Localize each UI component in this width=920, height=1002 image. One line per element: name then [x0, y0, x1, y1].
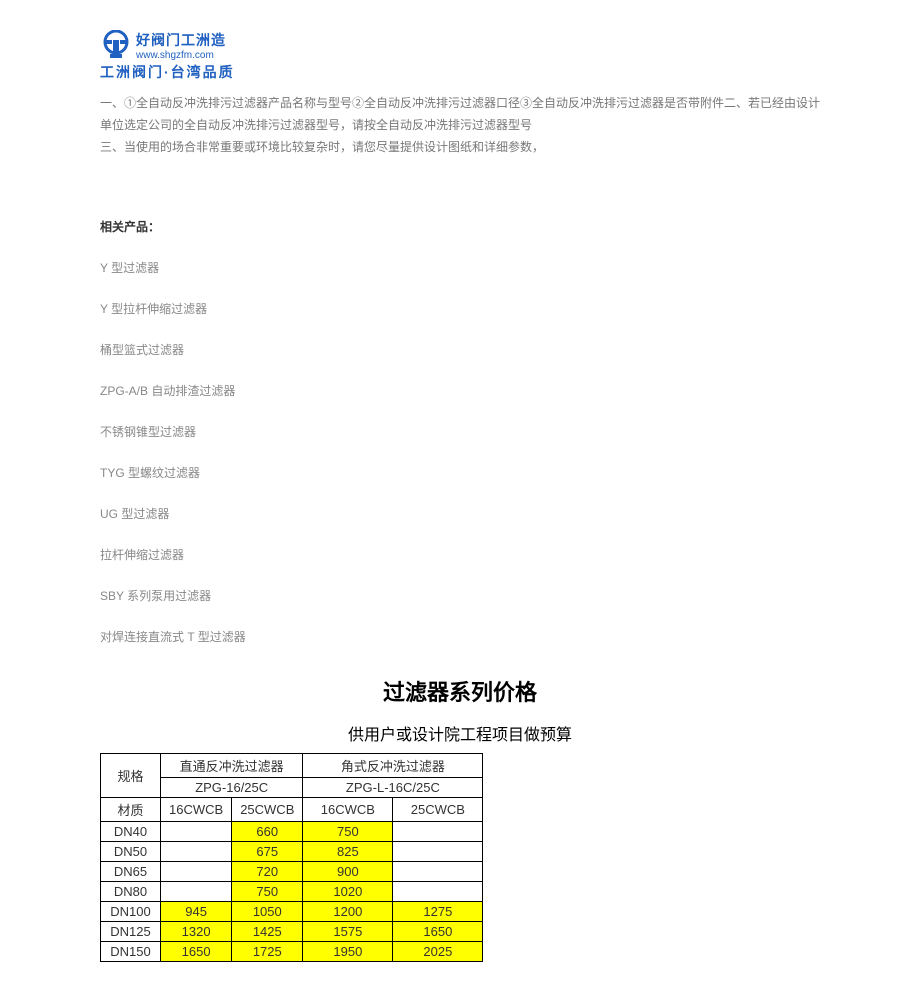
cell-value — [393, 882, 483, 902]
cell-value: 750 — [303, 822, 393, 842]
cell-spec: DN40 — [101, 822, 161, 842]
product-item: Y 型过滤器 — [100, 259, 820, 276]
cell-value: 1650 — [161, 942, 232, 962]
table-row: DN80 7501020 — [101, 882, 483, 902]
cell-value: 660 — [232, 822, 303, 842]
table-row: DN1251320142515751650 — [101, 922, 483, 942]
cell-spec: DN50 — [101, 842, 161, 862]
header-mat-2: 25CWCB — [232, 798, 303, 822]
table-header-row-3: 材质 16CWCB 25CWCB 16CWCB 25CWCB — [101, 798, 483, 822]
product-item: ZPG-A/B 自动排渣过滤器 — [100, 382, 820, 399]
cell-value: 720 — [232, 862, 303, 882]
product-list: Y 型过滤器 Y 型拉杆伸缩过滤器 桶型篮式过滤器 ZPG-A/B 自动排渣过滤… — [100, 259, 820, 645]
header-mat-4: 25CWCB — [393, 798, 483, 822]
price-subtitle: 供用户或设计院工程项目做预算 — [100, 721, 820, 745]
logo-brand-line: 工洲阀门·台湾品质 — [100, 62, 820, 82]
cell-spec: DN125 — [101, 922, 161, 942]
header-mat-1: 16CWCB — [161, 798, 232, 822]
product-item: Y 型拉杆伸缩过滤器 — [100, 300, 820, 317]
cell-value: 945 — [161, 902, 232, 922]
intro-line-1: 一、①全自动反冲洗排污过滤器产品名称与型号②全自动反冲洗排污过滤器口径③全自动反… — [100, 92, 820, 136]
table-row: DN40 660750 — [101, 822, 483, 842]
cell-spec: DN100 — [101, 902, 161, 922]
logo-text-block: 好阀门工洲造 www.shgzfm.com — [136, 30, 226, 61]
cell-value — [161, 822, 232, 842]
header-model-2: ZPG-L-16C/25C — [303, 778, 483, 798]
cell-value: 825 — [303, 842, 393, 862]
table-body: DN40660750DN50675825DN65720900DN80750102… — [101, 822, 483, 962]
cell-value: 2025 — [393, 942, 483, 962]
cell-spec: DN150 — [101, 942, 161, 962]
product-item: 对焊连接直流式 T 型过滤器 — [100, 628, 820, 645]
header-group-2: 角式反冲洗过滤器 — [303, 754, 483, 778]
table-row: DN50 675825 — [101, 842, 483, 862]
cell-value — [393, 862, 483, 882]
product-item: 桶型篮式过滤器 — [100, 341, 820, 358]
table-row: DN1501650172519502025 — [101, 942, 483, 962]
cell-value: 1575 — [303, 922, 393, 942]
cell-value: 1950 — [303, 942, 393, 962]
cell-value: 1275 — [393, 902, 483, 922]
cell-value: 1020 — [303, 882, 393, 902]
product-item: 拉杆伸缩过滤器 — [100, 546, 820, 563]
logo-slogan: 好阀门工洲造 — [136, 30, 226, 50]
product-item: SBY 系列泵用过滤器 — [100, 587, 820, 604]
cell-value: 1650 — [393, 922, 483, 942]
header-mat-3: 16CWCB — [303, 798, 393, 822]
cell-value: 1425 — [232, 922, 303, 942]
cell-value: 1050 — [232, 902, 303, 922]
logo-section: 好阀门工洲造 www.shgzfm.com 工洲阀门·台湾品质 — [100, 30, 820, 82]
logo-url: www.shgzfm.com — [136, 50, 226, 61]
cell-value: 900 — [303, 862, 393, 882]
product-item: 不锈钢锥型过滤器 — [100, 423, 820, 440]
intro-line-2: 三、当使用的场合非常重要或环境比较复杂时，请您尽量提供设计图纸和详细参数， — [100, 136, 820, 158]
related-products-header: 相关产品： — [100, 218, 820, 235]
cell-value: 1320 — [161, 922, 232, 942]
cell-value — [161, 882, 232, 902]
header-model-1: ZPG-16/25C — [161, 778, 303, 798]
cell-value — [393, 822, 483, 842]
cell-value: 1200 — [303, 902, 393, 922]
cell-value — [161, 842, 232, 862]
cell-value: 675 — [232, 842, 303, 862]
header-material-label: 材质 — [101, 798, 161, 822]
cell-value — [393, 842, 483, 862]
company-logo-icon — [100, 30, 132, 62]
cell-value — [161, 862, 232, 882]
product-item: TYG 型螺纹过滤器 — [100, 464, 820, 481]
intro-text: 一、①全自动反冲洗排污过滤器产品名称与型号②全自动反冲洗排污过滤器口径③全自动反… — [100, 92, 820, 158]
price-table: 规格 直通反冲洗过滤器 角式反冲洗过滤器 ZPG-16/25C ZPG-L-16… — [100, 753, 483, 962]
cell-value: 1725 — [232, 942, 303, 962]
table-header-row-1: 规格 直通反冲洗过滤器 角式反冲洗过滤器 — [101, 754, 483, 778]
logo-wrapper: 好阀门工洲造 www.shgzfm.com — [100, 30, 820, 62]
table-row: DN100945105012001275 — [101, 902, 483, 922]
table-row: DN65 720900 — [101, 862, 483, 882]
cell-spec: DN80 — [101, 882, 161, 902]
header-spec: 规格 — [101, 754, 161, 798]
cell-spec: DN65 — [101, 862, 161, 882]
product-item: UG 型过滤器 — [100, 505, 820, 522]
cell-value: 750 — [232, 882, 303, 902]
header-group-1: 直通反冲洗过滤器 — [161, 754, 303, 778]
price-title: 过滤器系列价格 — [100, 675, 820, 707]
